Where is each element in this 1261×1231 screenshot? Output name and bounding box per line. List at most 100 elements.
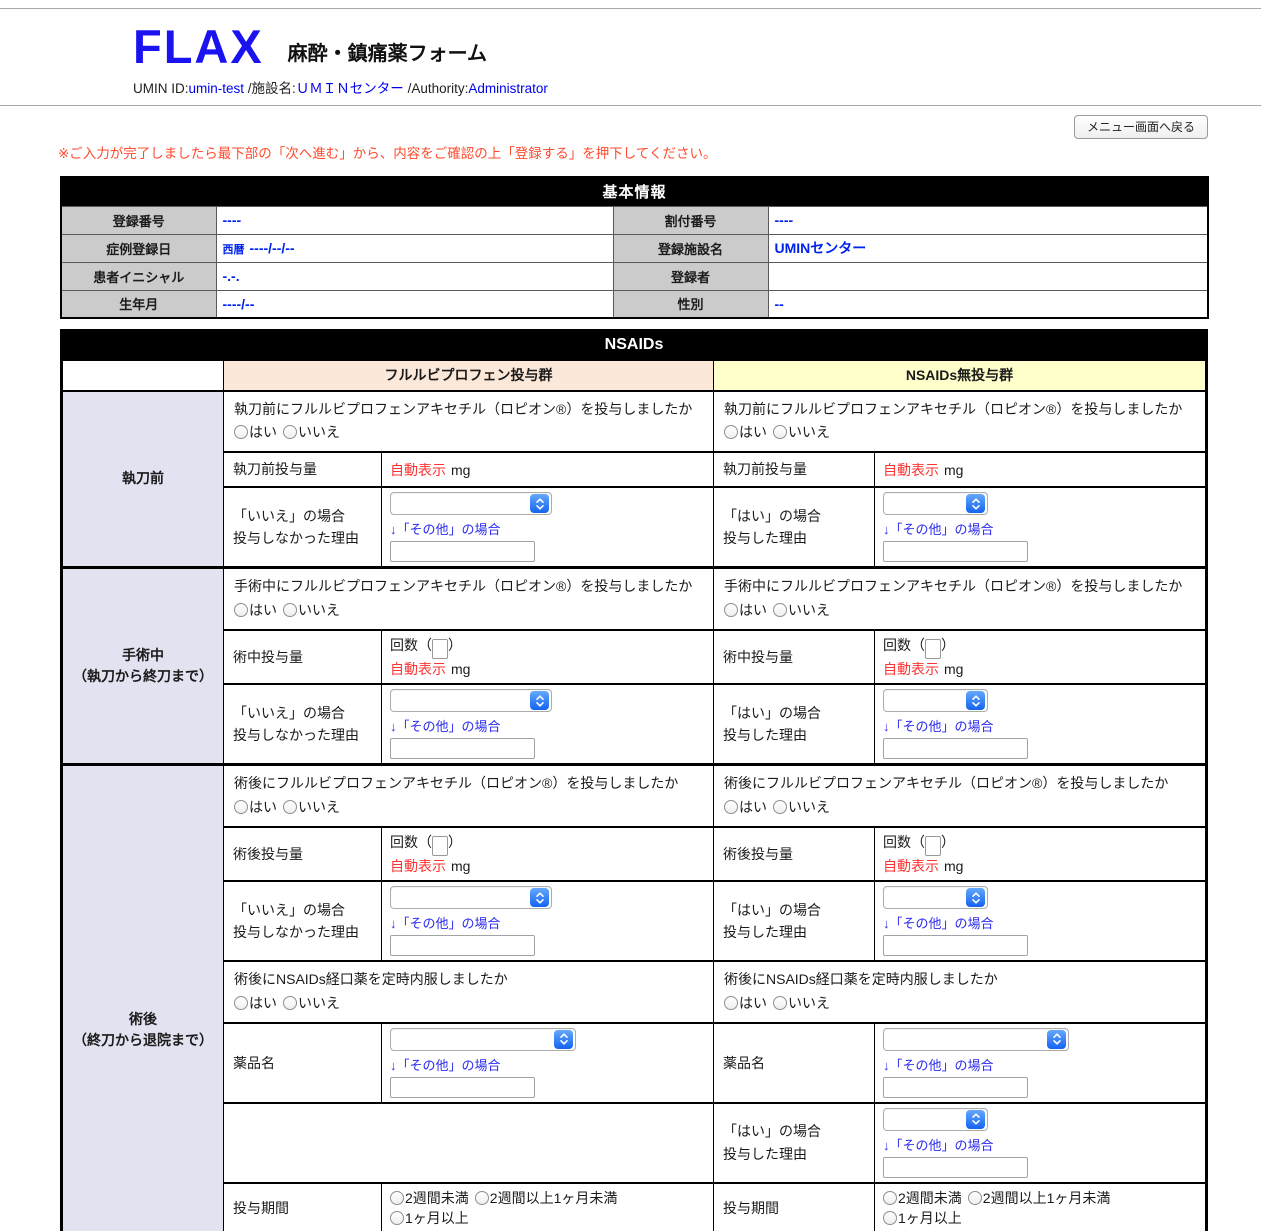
oral-reason-row: 「はい」の場合 投与した理由 ↓「その他」の場合	[62, 1101, 1208, 1184]
drug-right-other-input[interactable]	[883, 1076, 1028, 1098]
question-text: 術後にNSAIDs経口薬を定時内服しましたか	[724, 971, 998, 988]
post-left-dose-value: 回数（） 自動表示 mg	[381, 825, 714, 883]
oral-right-other-input[interactable]	[883, 1156, 1028, 1178]
question-text: 手術中にフルルビプロフェンアキセチル（ロピオン®）を投与しましたか	[724, 578, 1183, 595]
intra-op-row-header: 手術中 （執刀から終刀まで）	[61, 566, 224, 766]
table-row: 生年月 ----/-- 性別 --	[60, 289, 1209, 319]
intra-left-dose-label: 術中投与量	[223, 628, 382, 686]
facility-link[interactable]: ＵＭＩＮセンター	[295, 81, 404, 96]
intra-right-question-cell: 手術中にフルルビプロフェンアキセチル（ロピオン®）を投与しましたか はい いいえ	[712, 566, 1208, 631]
select-stepper-icon	[1047, 1029, 1066, 1049]
intra-left-count-input[interactable]	[432, 639, 448, 660]
other-case-label: ↓「その他」の場合	[883, 1057, 994, 1073]
intra-right-yes-radio[interactable]	[724, 602, 738, 617]
authority-link[interactable]: Administrator	[468, 81, 548, 96]
oral-right-reason-select[interactable]	[883, 1107, 988, 1131]
top-divider	[0, 8, 1261, 9]
post-left-count-input[interactable]	[432, 836, 448, 857]
period-right-opt1-radio[interactable]	[883, 1190, 897, 1205]
intra-right-reason-label: 「はい」の場合 投与した理由	[713, 683, 875, 766]
drug-left-cell: ↓「その他」の場合	[381, 1021, 714, 1104]
oral-left-empty-cell	[223, 1101, 714, 1184]
pre-left-yes-radio[interactable]	[234, 425, 248, 440]
pre-left-reason-label: 「いいえ」の場合 投与しなかった理由	[223, 486, 382, 569]
back-to-menu-button[interactable]: メニュー画面へ戻る	[1073, 115, 1208, 139]
intra-right-other-input[interactable]	[883, 738, 1028, 760]
post-oral-question-row: 術後にNSAIDs経口薬を定時内服しましたか はい いいえ 術後にNSAIDs経口…	[62, 960, 1208, 1024]
oral-left-yes-radio[interactable]	[234, 996, 248, 1011]
pre-dose-row: 執刀前投与量 自動表示 mg 執刀前投与量 自動表示 mg	[62, 451, 1208, 489]
umin-id-link[interactable]: umin-test	[188, 81, 245, 96]
pre-left-dose-value: 自動表示 mg	[381, 451, 714, 489]
period-left-opt3-radio[interactable]	[390, 1210, 404, 1225]
drug-left-label: 薬品名	[223, 1021, 382, 1104]
pre-left-other-input[interactable]	[390, 541, 535, 563]
intra-left-question-cell: 手術中にフルルビプロフェンアキセチル（ロピオン®）を投与しましたか はい いいえ	[223, 566, 714, 631]
period-right-opt3-radio[interactable]	[883, 1210, 897, 1225]
intra-right-count-input[interactable]	[925, 639, 941, 660]
oral-right-yes-radio[interactable]	[724, 996, 738, 1011]
period-left-label: 投与期間	[223, 1181, 382, 1231]
question-text: 執刀前にフルルビプロフェンアキセチル（ロピオン®）を投与しましたか	[234, 400, 693, 417]
post-left-yes-radio[interactable]	[234, 799, 248, 814]
post-right-no-radio[interactable]	[773, 799, 787, 814]
period-right-opt2-radio[interactable]	[967, 1190, 982, 1205]
case-registration-date-label: 症例登録日	[60, 233, 217, 263]
period-left-opt2-radio[interactable]	[474, 1190, 489, 1205]
pre-left-dose-label: 執刀前投与量	[223, 451, 382, 489]
drug-left-other-input[interactable]	[390, 1076, 535, 1098]
post-left-other-input[interactable]	[390, 935, 535, 957]
intra-left-no-radio[interactable]	[283, 602, 297, 617]
post-left-reason-label: 「いいえ」の場合 投与しなかった理由	[223, 880, 382, 963]
pre-right-other-input[interactable]	[883, 541, 1028, 563]
user-info-line: UMIN ID:umin-test /施設名:ＵＭＩＮセンター /Authori…	[133, 77, 1261, 97]
intra-right-reason-select[interactable]	[883, 689, 988, 713]
intra-left-reason-select[interactable]	[390, 689, 552, 713]
drug-right-cell: ↓「その他」の場合	[873, 1021, 1208, 1104]
sex-label: 性別	[612, 289, 769, 319]
post-left-reason-select[interactable]	[390, 886, 552, 910]
pre-right-reason-select[interactable]	[883, 492, 988, 516]
post-right-yes-radio[interactable]	[724, 799, 738, 814]
drug-left-select[interactable]	[390, 1027, 576, 1051]
basic-info-title: 基本情報	[61, 177, 1209, 206]
select-stepper-icon	[554, 1029, 573, 1049]
intra-right-no-radio[interactable]	[773, 602, 787, 617]
intra-left-reason-cell: ↓「その他」の場合	[381, 683, 714, 766]
table-row: 症例登録日 西暦 ----/--/-- 登録施設名 UMINセンター	[60, 233, 1209, 263]
intra-right-dose-label: 術中投与量	[713, 628, 875, 686]
period-right-options: 2週間未満 2週間以上1ヶ月未満 1ヶ月以上	[873, 1181, 1208, 1231]
post-left-reason-cell: ↓「その他」の場合	[381, 880, 714, 963]
pre-left-reason-select[interactable]	[390, 492, 552, 516]
pre-left-question-cell: 執刀前にフルルビプロフェンアキセチル（ロピオン®）を投与しましたか はい いいえ	[223, 389, 714, 454]
drug-right-select[interactable]	[883, 1027, 1069, 1051]
post-right-reason-select[interactable]	[883, 886, 988, 910]
intra-left-yes-radio[interactable]	[234, 602, 248, 617]
flax-logo: FLAX	[133, 20, 264, 73]
post-right-count-input[interactable]	[925, 836, 941, 857]
intra-left-other-input[interactable]	[390, 738, 535, 760]
select-stepper-icon	[530, 888, 549, 908]
oral-right-no-radio[interactable]	[773, 996, 787, 1011]
intra-right-dose-value: 回数（） 自動表示 mg	[873, 628, 1208, 686]
pre-right-no-radio[interactable]	[773, 425, 787, 440]
post-left-dose-label: 術後投与量	[223, 825, 382, 883]
basic-info-table: 基本情報 登録番号 ---- 割付番号 ---- 症例登録日 西暦 ----/--…	[60, 176, 1210, 319]
oral-right-reason-cell: ↓「その他」の場合	[873, 1101, 1208, 1184]
select-stepper-icon	[966, 888, 985, 908]
question-text: 執刀前にフルルビプロフェンアキセチル（ロピオン®）を投与しましたか	[724, 400, 1183, 417]
pre-incision-row-header: 執刀前	[61, 389, 224, 569]
instruction-notice: ※ご入力が完了しましたら最下部の「次へ進む」から、内容をご確認の上「登録する」を…	[58, 146, 717, 161]
oral-left-no-radio[interactable]	[283, 996, 297, 1011]
pre-right-yes-radio[interactable]	[724, 425, 738, 440]
post-left-no-radio[interactable]	[283, 799, 297, 814]
period-left-opt1-radio[interactable]	[390, 1190, 404, 1205]
question-text: 術後にフルルビプロフェンアキセチル（ロピオン®）を投与しましたか	[724, 775, 1169, 792]
select-stepper-icon	[966, 494, 985, 514]
post-reason-row: 「いいえ」の場合 投与しなかった理由 ↓「その他」の場合 「はい」の場合 投与した理…	[62, 880, 1208, 963]
pre-left-no-radio[interactable]	[283, 425, 297, 440]
post-right-other-input[interactable]	[883, 935, 1028, 957]
pre-right-reason-cell: ↓「その他」の場合	[873, 486, 1208, 569]
other-case-label: ↓「その他」の場合	[883, 719, 994, 735]
